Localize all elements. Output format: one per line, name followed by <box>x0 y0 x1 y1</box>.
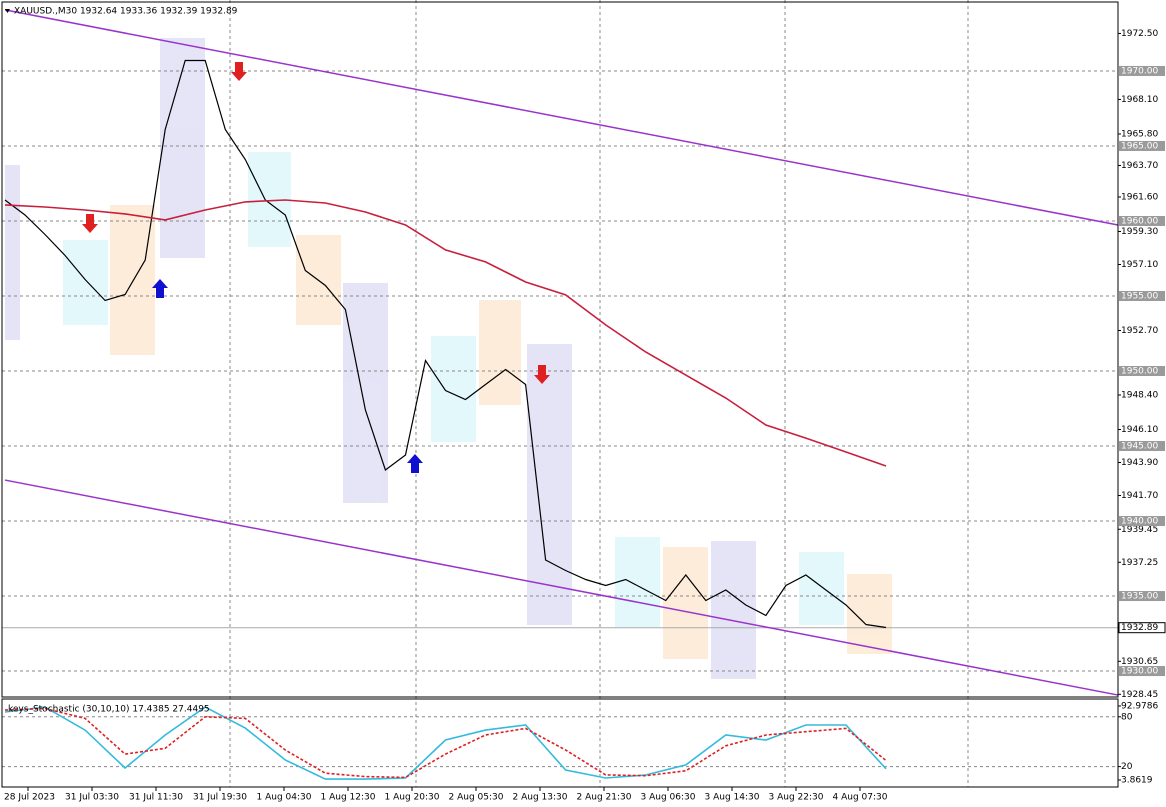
y-tick-label: 1963.70 <box>1121 161 1158 171</box>
level-tag <box>1119 666 1165 677</box>
y-tick-label: 20 <box>1121 762 1133 772</box>
box <box>799 552 844 625</box>
level-label: 1960.00 <box>1121 216 1158 226</box>
level-tag <box>1119 215 1165 226</box>
x-tick-label: 2 Aug 05:30 <box>449 793 504 803</box>
level-tag <box>1119 140 1165 151</box>
x-tick-label: 2 Aug 13:30 <box>513 793 568 803</box>
level-tag <box>1119 441 1165 452</box>
level-tag <box>1119 65 1165 76</box>
y-tick-label: 1952.70 <box>1121 326 1158 336</box>
level-tag <box>1119 366 1165 377</box>
y-tick-label: 1948.40 <box>1121 391 1158 401</box>
box <box>343 283 388 503</box>
channel-line <box>4 479 1119 696</box>
channel-line <box>4 9 1119 226</box>
level-label: 1945.00 <box>1121 442 1158 452</box>
level-label: 1950.00 <box>1121 367 1158 377</box>
buy-arrow <box>407 454 423 473</box>
y-tick-label: 3.8619 <box>1121 776 1153 786</box>
box <box>431 336 476 442</box>
x-tick-label: 2 Aug 21:30 <box>577 793 632 803</box>
level-label: 1955.00 <box>1121 291 1158 301</box>
chart-title: XAUUSD.,M30 1932.64 1933.36 1932.39 1932… <box>14 7 238 17</box>
y-tick-label: 1930.65 <box>1121 657 1158 667</box>
indicator-title: keys_Stochastic (30,10,10) 17.4385 27.44… <box>8 705 210 715</box>
level-label: 1935.00 <box>1121 592 1158 602</box>
y-tick-label: 1965.80 <box>1121 129 1158 139</box>
box <box>527 344 572 625</box>
box <box>663 547 708 659</box>
box <box>5 165 20 340</box>
y-tick-label: 1939.45 <box>1121 525 1158 535</box>
level-label: 1930.00 <box>1121 667 1158 677</box>
sell-arrow <box>82 214 98 233</box>
sub-frame <box>1 698 1119 788</box>
y-tick-label: 1941.70 <box>1121 491 1158 501</box>
level-label: 1940.00 <box>1121 517 1158 527</box>
x-tick-label: 1 Aug 12:30 <box>321 793 376 803</box>
y-tick-label: 1946.10 <box>1121 425 1158 435</box>
sell-arrow <box>534 365 550 384</box>
menu-marker <box>5 9 10 13</box>
y-tick-label: 1943.90 <box>1121 458 1158 468</box>
y-tick-label: 1961.60 <box>1121 192 1158 202</box>
series-line <box>4 199 887 467</box>
level-label: 1965.00 <box>1121 141 1158 151</box>
series-line <box>4 59 887 629</box>
y-tick-label: 1959.30 <box>1121 227 1158 237</box>
level-tag <box>1119 290 1165 301</box>
time-grid <box>229 0 969 787</box>
x-tick-label: 3 Aug 14:30 <box>705 793 760 803</box>
buy-arrow <box>152 279 168 298</box>
signal-arrows <box>82 62 550 473</box>
box <box>847 574 892 654</box>
series-line <box>4 707 887 779</box>
box <box>110 205 155 355</box>
box <box>479 300 521 405</box>
box <box>711 541 756 679</box>
x-tick-label: 3 Aug 06:30 <box>641 793 696 803</box>
x-tick-label: 31 Jul 11:30 <box>129 793 183 803</box>
y-tick-label: 1928.45 <box>1121 690 1158 700</box>
y-tick-label: 1972.50 <box>1121 29 1158 39</box>
series-line <box>4 706 887 780</box>
level-tag <box>1119 591 1165 602</box>
y-tick-label: 1957.10 <box>1121 260 1158 270</box>
level-label: 1970.00 <box>1121 66 1158 76</box>
y-tick-label: 92.9786 <box>1121 702 1158 712</box>
price-label: 1932.89 <box>1121 623 1158 633</box>
box <box>615 537 660 627</box>
y-tick-label: 1937.25 <box>1121 558 1158 568</box>
sell-arrow <box>231 62 247 81</box>
x-tick-label: 31 Jul 03:30 <box>65 793 119 803</box>
x-tick-label: 31 Jul 19:30 <box>193 793 247 803</box>
y-tick-label: 80 <box>1121 712 1133 722</box>
price-tag <box>1118 622 1166 634</box>
x-tick-label: 28 Jul 2023 <box>4 793 55 803</box>
x-tick-label: 3 Aug 22:30 <box>769 793 824 803</box>
x-tick-label: 4 Aug 07:30 <box>833 793 888 803</box>
box <box>63 240 108 325</box>
level-tag <box>1119 516 1165 527</box>
y-tick-label: 1968.10 <box>1121 95 1158 105</box>
plot-layer <box>2 9 1119 780</box>
x-tick-label: 1 Aug 04:30 <box>257 793 312 803</box>
main-frame <box>1 1 1119 698</box>
x-tick-label: 1 Aug 20:30 <box>385 793 440 803</box>
